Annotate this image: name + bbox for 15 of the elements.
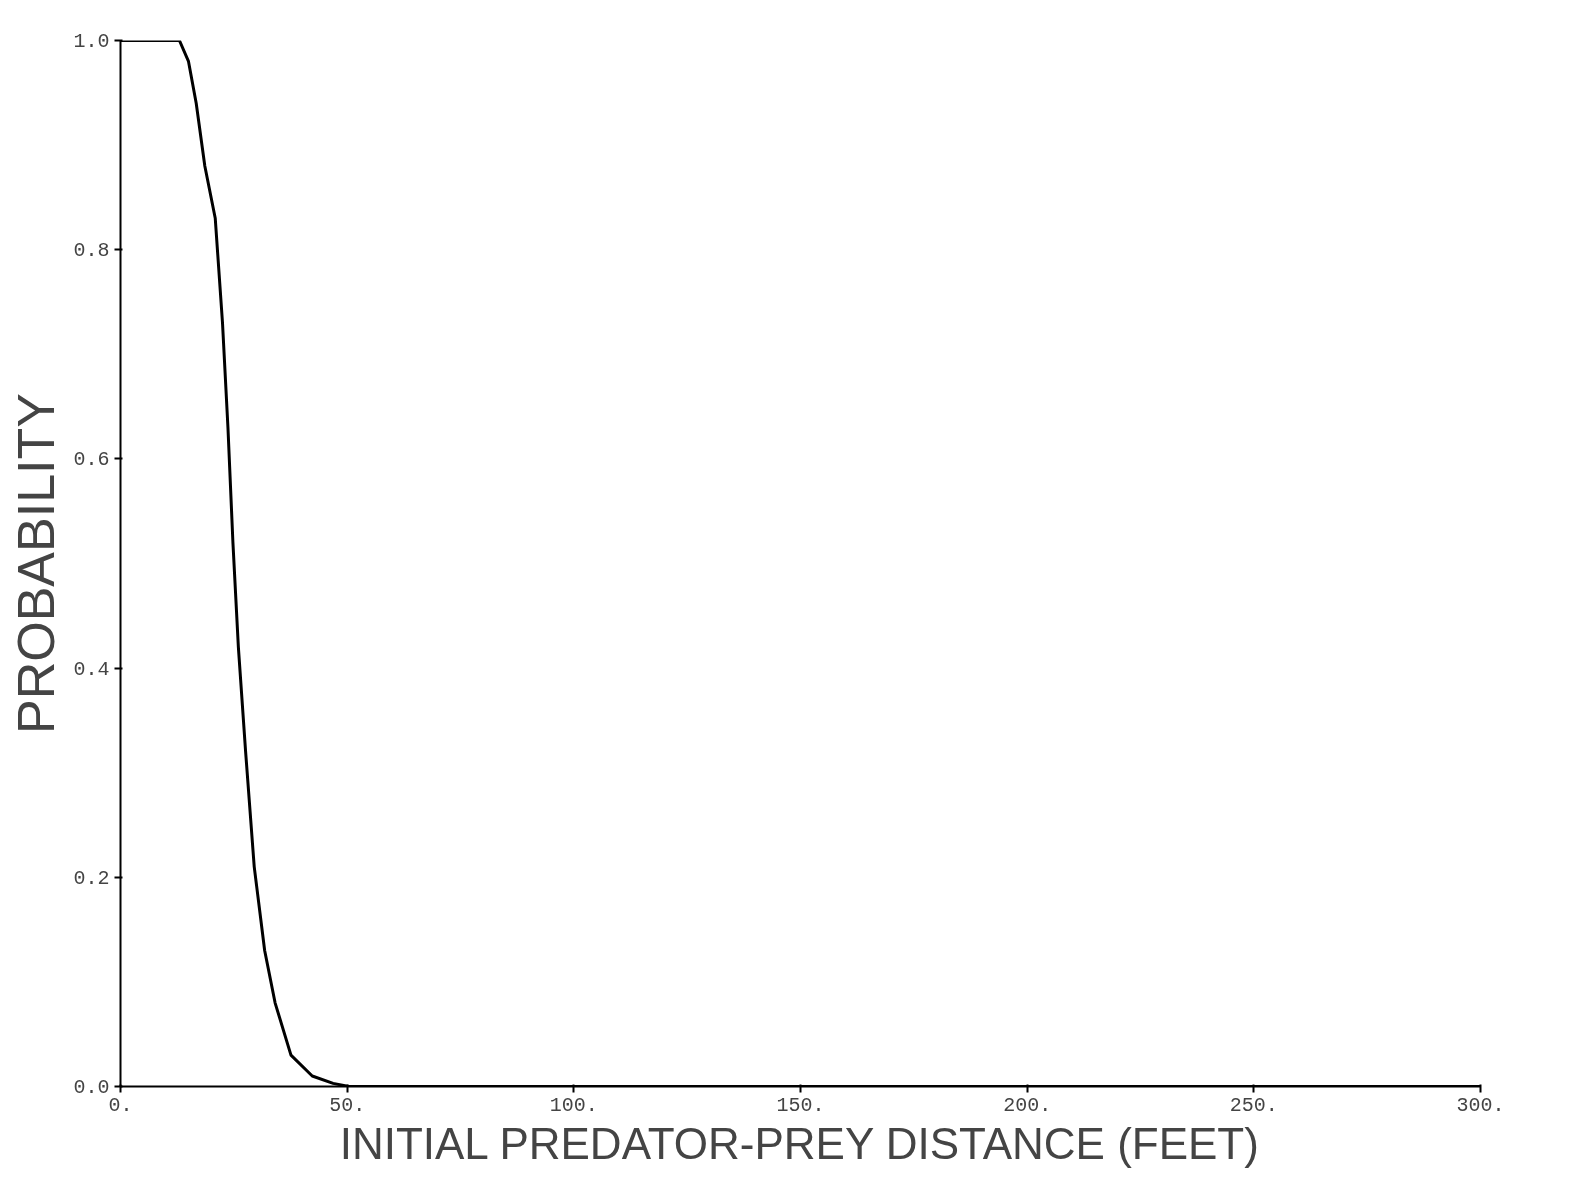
y-tick-label: 0.0 (73, 1076, 110, 1099)
y-tick-label: 0.6 (73, 448, 110, 472)
y-tick-label: 1.0 (73, 30, 110, 53)
x-tick-label: 200. (1003, 1093, 1052, 1117)
y-tick-label: 0.4 (73, 657, 110, 681)
x-tick-label: 50. (329, 1093, 366, 1117)
y-tick-label: 0.8 (73, 239, 110, 263)
x-tick-label: 250. (1229, 1093, 1278, 1117)
x-tick-label: 300. (1456, 1093, 1505, 1117)
x-tick-label: 150. (776, 1093, 825, 1117)
x-tick-label: 0. (108, 1093, 133, 1117)
y-axis-title: PROBABILITY (7, 393, 66, 734)
y-tick-label: 0.2 (73, 866, 110, 890)
x-tick-label: 100. (549, 1093, 598, 1117)
x-axis-title: INITIAL PREDATOR-PREY DISTANCE (FEET) (339, 1118, 1259, 1168)
